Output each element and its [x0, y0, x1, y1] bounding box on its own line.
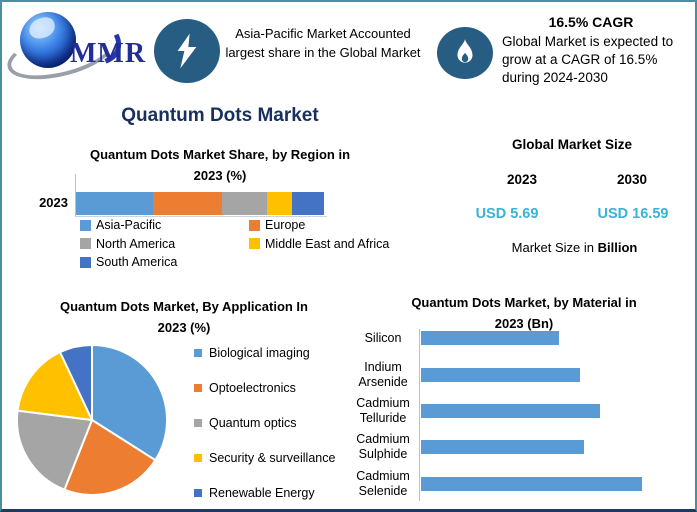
globe-icon	[20, 12, 76, 68]
material-row-cadmium-selenide: Cadmium Selenide	[347, 466, 647, 502]
material-chart-title: Quantum Dots Market, by Material in 2023…	[382, 292, 666, 334]
pie-slice-renewable-energy	[58, 343, 93, 421]
legend-item-security-surveillance: Security & surveillance	[194, 440, 335, 475]
flame-glyph	[457, 39, 473, 63]
region-stacked-bar	[76, 192, 324, 215]
legend-label-renewable-energy: Renewable Energy	[209, 485, 315, 500]
legend-label-security-surveillance: Security & surveillance	[209, 450, 336, 465]
legend-swatch-europe	[249, 219, 260, 231]
region-legend-column-1: Asia-Pacific North America South America	[80, 216, 177, 272]
lightning-icon	[154, 19, 220, 83]
legend-swatch-asia-pacific	[80, 219, 91, 231]
legend-item-middle-east-and-africa: Middle East and Africa	[249, 235, 389, 254]
legend-item-south-america: South America	[80, 253, 177, 272]
legend-swatch-north-america	[80, 238, 91, 250]
legend-item-asia-pacific: Asia-Pacific	[80, 216, 177, 235]
material-chart-title-line2: 2023 (Bn)	[494, 316, 554, 331]
legend-item-biological-imaging: Biological imaging	[194, 335, 335, 370]
cagr-title: 16.5% CAGR	[548, 14, 634, 30]
material-row-cadmium-telluride: Cadmium Telluride	[347, 393, 647, 429]
legend-label-asia-pacific: Asia-Pacific	[96, 218, 162, 233]
material-bar-silicon	[421, 331, 559, 346]
application-chart-title-line1: Quantum Dots Market, By Application In	[60, 299, 308, 314]
banner-asia-pacific-text: Asia-Pacific Market Accounted largest sh…	[225, 26, 421, 60]
legend-item-optoelectronics: Optoelectronics	[194, 370, 335, 405]
legend-label-europe: Europe	[265, 218, 306, 233]
legend-swatch-middle-east-and-africa	[249, 238, 260, 250]
region-chart-title-line2: 2023 (%)	[193, 168, 247, 183]
legend-label-biological-imaging: Biological imaging	[209, 345, 310, 360]
application-chart-title-line2: 2023 (%)	[157, 320, 211, 335]
lightning-glyph	[177, 33, 197, 69]
material-label-cadmium-telluride: Cadmium Telluride	[356, 395, 410, 425]
legend-swatch-quantum-optics	[194, 418, 202, 427]
material-label-cadmium-selenide: Cadmium Selenide	[356, 468, 410, 498]
region-y-axis	[75, 174, 76, 217]
market-size-caption-unit: Billion	[597, 240, 638, 255]
region-x-axis	[75, 216, 327, 217]
region-bar-segment-europe	[152, 192, 223, 215]
pie-slice-optoelectronics	[63, 418, 157, 496]
material-chart-title-line1: Quantum Dots Market, by Material in	[411, 295, 637, 310]
page-title: Quantum Dots Market	[121, 105, 319, 126]
material-row-indium-arsenide: Indium Arsenide	[347, 356, 647, 392]
flame-icon	[437, 27, 493, 79]
region-bar-segment-south-america	[291, 192, 324, 215]
legend-swatch-optoelectronics	[194, 383, 202, 392]
logo-text: MMR	[70, 38, 147, 69]
material-label-silicon: Silicon	[364, 330, 402, 345]
market-size-value-2030: USD 16.59	[597, 206, 669, 222]
region-bar-segment-north-america	[222, 192, 267, 215]
market-size-title: Global Market Size	[511, 137, 633, 152]
cagr-text: Global Market is expected to grow at a C…	[502, 34, 674, 85]
legend-item-europe: Europe	[249, 216, 389, 235]
legend-label-middle-east-and-africa: Middle East and Africa	[265, 236, 390, 251]
legend-swatch-security-surveillance	[194, 453, 202, 462]
market-size-caption: Market Size in Billion	[452, 240, 695, 255]
legend-label-quantum-optics: Quantum optics	[209, 415, 297, 430]
material-bar-cadmium-selenide	[421, 476, 642, 491]
market-size-year-2023: 2023	[506, 172, 538, 187]
legend-item-north-america: North America	[80, 235, 177, 254]
legend-item-quantum-optics: Quantum optics	[194, 405, 335, 440]
legend-swatch-biological-imaging	[194, 348, 202, 357]
region-chart-title-line1: Quantum Dots Market Share, by Region in	[89, 147, 351, 162]
mmr-logo: MMR	[2, 6, 154, 90]
legend-label-optoelectronics: Optoelectronics	[209, 380, 296, 395]
material-bar-chart: Silicon Indium Arsenide Cadmium Telluride C…	[347, 320, 647, 502]
pie-slice-quantum-optics	[16, 409, 94, 492]
region-bar-segment-asia-pacific	[76, 192, 153, 215]
material-bar-cadmium-telluride	[421, 403, 600, 418]
material-label-cadmium-sulphide: Cadmium Sulphide	[356, 432, 410, 462]
legend-label-south-america: South America	[96, 255, 178, 270]
application-chart-title: Quantum Dots Market, By Application In 2…	[22, 296, 346, 338]
region-category-label: 2023	[39, 195, 68, 210]
market-size-value-2023: USD 5.69	[475, 206, 539, 222]
legend-swatch-renewable-energy	[194, 488, 202, 497]
market-size-year-2030: 2030	[616, 172, 648, 187]
region-bar-segment-middle-east-and-africa	[266, 192, 292, 215]
material-bar-cadmium-sulphide	[421, 440, 585, 455]
region-chart-title: Quantum Dots Market Share, by Region in …	[42, 144, 398, 186]
material-label-indium-arsenide: Indium Arsenide	[358, 359, 408, 389]
application-pie-chart	[16, 343, 168, 496]
region-legend-column-2: Europe Middle East and Africa	[249, 216, 389, 253]
legend-label-north-america: North America	[96, 236, 176, 251]
legend-swatch-south-america	[80, 256, 91, 268]
material-row-cadmium-sulphide: Cadmium Sulphide	[347, 429, 647, 465]
pie-slice-security-surveillance	[16, 350, 94, 422]
material-row-silicon: Silicon	[347, 320, 647, 356]
market-size-caption-prefix: Market Size in	[511, 240, 598, 255]
material-y-axis	[419, 329, 420, 501]
material-bar-indium-arsenide	[421, 367, 580, 382]
application-legend: Biological imaging Optoelectronics Quantum…	[194, 335, 335, 509]
legend-item-renewable-energy: Renewable Energy	[194, 475, 335, 509]
